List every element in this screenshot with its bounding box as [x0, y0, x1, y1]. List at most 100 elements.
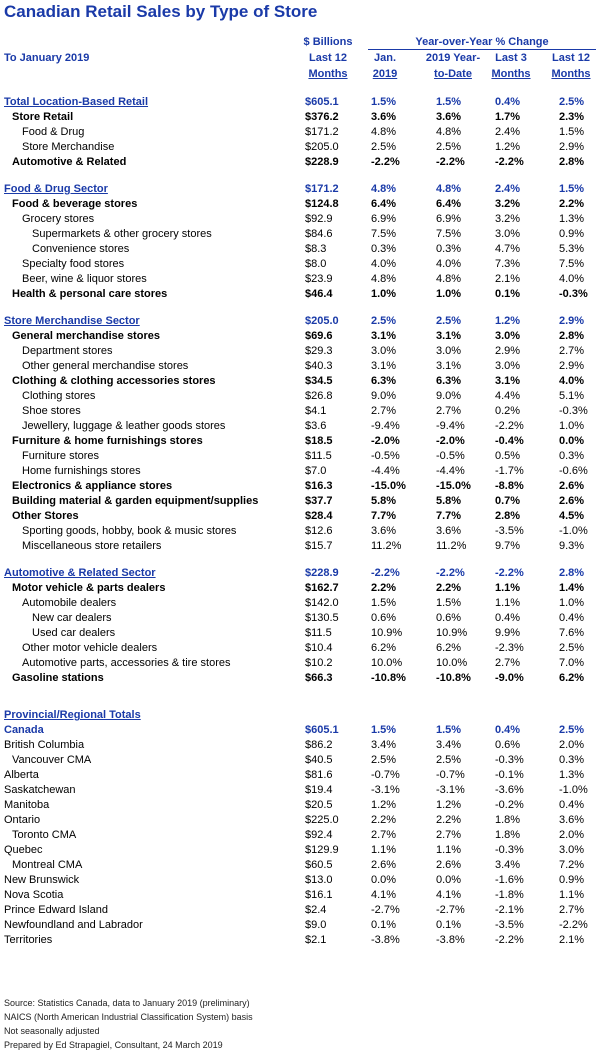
cell-sales-billions: $28.4 [305, 510, 333, 522]
row-label: Beer, wine & liquor stores [22, 273, 147, 285]
cell-last12-change: 1.5% [559, 126, 585, 138]
row-label: British Columbia [4, 739, 85, 751]
cell-last3-change: 0.5% [495, 450, 521, 462]
table-row: Food & beverage stores $124.8 6.4% 6.4% 3.2%… [0, 197, 600, 212]
footer-source: Source: Statistics Canada, data to Janua… [4, 998, 250, 1008]
table-row: Vancouver CMA $40.5 2.5% 2.5% -0.3% 0.3% [0, 753, 600, 768]
table-row: Jewellery, luggage & leather goods store… [0, 419, 600, 434]
cell-last3-change: -2.2% [495, 934, 524, 946]
cell-last3-change: 2.4% [495, 126, 521, 138]
cell-last3-change: -1.7% [495, 465, 524, 477]
table-row: Other general merchandise stores $40.3 3.1… [0, 359, 600, 374]
row-label: Newfoundland and Labrador [4, 919, 143, 931]
table-row: General merchandise stores $69.6 3.1% 3.1% 3… [0, 329, 600, 344]
table-row: Territories $2.1 -3.8% -3.8% -2.2% 2.1% [0, 933, 600, 948]
row-label: General merchandise stores [12, 330, 160, 342]
cell-jan-change: 1.2% [371, 799, 397, 811]
cell-last12-change: 3.6% [559, 814, 585, 826]
row-label: Quebec [4, 844, 43, 856]
table-row: Store Retail $376.2 3.6% 3.6% 1.7% 2.3% [0, 110, 600, 125]
cell-last3-change: 3.0% [495, 360, 521, 372]
retail-sales-table: Total Location-Based Retail $605.1 1.5% 1.5… [0, 95, 600, 948]
cell-jan-change: -2.2% [371, 567, 400, 579]
cell-last3-change: -0.4% [495, 435, 524, 447]
cell-sales-billions: $162.7 [305, 582, 339, 594]
table-row: Furniture & home furnishings stores $18.5… [0, 434, 600, 449]
table-row: Specialty food stores $8.0 4.0% 4.0% 7.3% 7.5… [0, 257, 600, 272]
cell-last12-change: 3.0% [559, 844, 585, 856]
cell-last12-change: 2.5% [559, 642, 585, 654]
cell-sales-billions: $2.4 [305, 904, 327, 916]
cell-ytd-change: 4.8% [436, 273, 462, 285]
cell-last3-change: -8.8% [495, 480, 524, 492]
cell-ytd-change: -4.4% [436, 465, 465, 477]
cell-jan-change: 3.1% [371, 330, 397, 342]
cell-sales-billions: $8.3 [305, 243, 327, 255]
cell-jan-change: 3.1% [371, 360, 397, 372]
row-label: Supermarkets & other grocery stores [32, 228, 212, 240]
table-row: Electronics & appliance stores $16.3 -15.0… [0, 479, 600, 494]
cell-sales-billions: $23.9 [305, 273, 333, 285]
cell-jan-change: 2.5% [371, 315, 397, 327]
cell-ytd-change: 2.7% [436, 405, 462, 417]
cell-last3-change: 3.0% [495, 330, 521, 342]
cell-jan-change: 1.5% [371, 724, 397, 736]
cell-last12-change: -2.2% [559, 919, 588, 931]
cell-sales-billions: $129.9 [305, 844, 339, 856]
row-label: Sporting goods, hobby, book & music stor… [22, 525, 237, 537]
table-row: Health & personal care stores $46.4 1.0% 1.… [0, 287, 600, 302]
cell-last3-change: 9.9% [495, 627, 521, 639]
yoy-group-rule [368, 49, 596, 50]
cell-sales-billions: $2.1 [305, 934, 327, 946]
cell-jan-change: 6.4% [371, 198, 397, 210]
cell-sales-billions: $3.6 [305, 420, 327, 432]
cell-sales-billions: $40.5 [305, 754, 333, 766]
cell-jan-change: -10.8% [371, 672, 406, 684]
cell-sales-billions: $7.0 [305, 465, 327, 477]
table-row: Gasoline stations $66.3 -10.8% -10.8% -9.0% 6… [0, 671, 600, 686]
table-row: Motor vehicle & parts dealers $162.7 2.2% 2… [0, 581, 600, 596]
cell-last3-change: 9.7% [495, 540, 521, 552]
cell-sales-billions: $40.3 [305, 360, 333, 372]
col-header-last3: Last 3 Months [486, 50, 536, 82]
cell-last3-change: 2.1% [495, 273, 521, 285]
table-row: Furniture stores $11.5 -0.5% -0.5% 0.5% 0.3% [0, 449, 600, 464]
cell-sales-billions: $130.5 [305, 612, 339, 624]
cell-last12-change: -1.0% [559, 525, 588, 537]
table-row: Sporting goods, hobby, book & music stor… [0, 524, 600, 539]
cell-ytd-change: -2.0% [436, 435, 465, 447]
footer-prepared: Prepared by Ed Strapagiel, Consultant, 2… [4, 1040, 223, 1050]
cell-sales-billions: $84.6 [305, 228, 333, 240]
cell-jan-change: 0.1% [371, 919, 397, 931]
cell-jan-change: -0.7% [371, 769, 400, 781]
cell-ytd-change: 3.1% [436, 360, 462, 372]
cell-jan-change: 0.6% [371, 612, 397, 624]
table-row: Shoe stores $4.1 2.7% 2.7% 0.2% -0.3% [0, 404, 600, 419]
table-row: Department stores $29.3 3.0% 3.0% 2.9% 2.7% [0, 344, 600, 359]
cell-ytd-change: 1.0% [436, 288, 462, 300]
cell-jan-change: -2.2% [371, 156, 400, 168]
cell-jan-change: -4.4% [371, 465, 400, 477]
row-label: Food & Drug [22, 126, 85, 138]
table-row: Home furnishings stores $7.0 -4.4% -4.4% -1.… [0, 464, 600, 479]
cell-last12-change: 2.2% [559, 198, 585, 210]
row-spacer [0, 170, 600, 182]
cell-last12-change: 2.0% [559, 829, 585, 841]
cell-last12-change: 4.0% [559, 375, 585, 387]
col-header-value: $ Billions Last 12 Months [296, 34, 360, 82]
yoy-group-header: Year-over-Year % Change [415, 36, 549, 48]
cell-last3-change: -0.3% [495, 754, 524, 766]
row-label: Alberta [4, 769, 39, 781]
cell-ytd-change: 1.2% [436, 799, 462, 811]
cell-sales-billions: $10.2 [305, 657, 333, 669]
cell-ytd-change: 11.2% [436, 540, 467, 552]
table-row: Newfoundland and Labrador $9.0 0.1% 0.1% -3.… [0, 918, 600, 933]
cell-last3-change: 2.8% [495, 510, 521, 522]
cell-ytd-change: 4.0% [436, 258, 462, 270]
row-label: Motor vehicle & parts dealers [12, 582, 166, 594]
section-row: Provincial/Regional Totals [0, 708, 600, 723]
cell-sales-billions: $142.0 [305, 597, 339, 609]
table-row: Beer, wine & liquor stores $23.9 4.8% 4.8% 2… [0, 272, 600, 287]
cell-sales-billions: $34.5 [305, 375, 333, 387]
cell-last12-change: -1.0% [559, 784, 588, 796]
